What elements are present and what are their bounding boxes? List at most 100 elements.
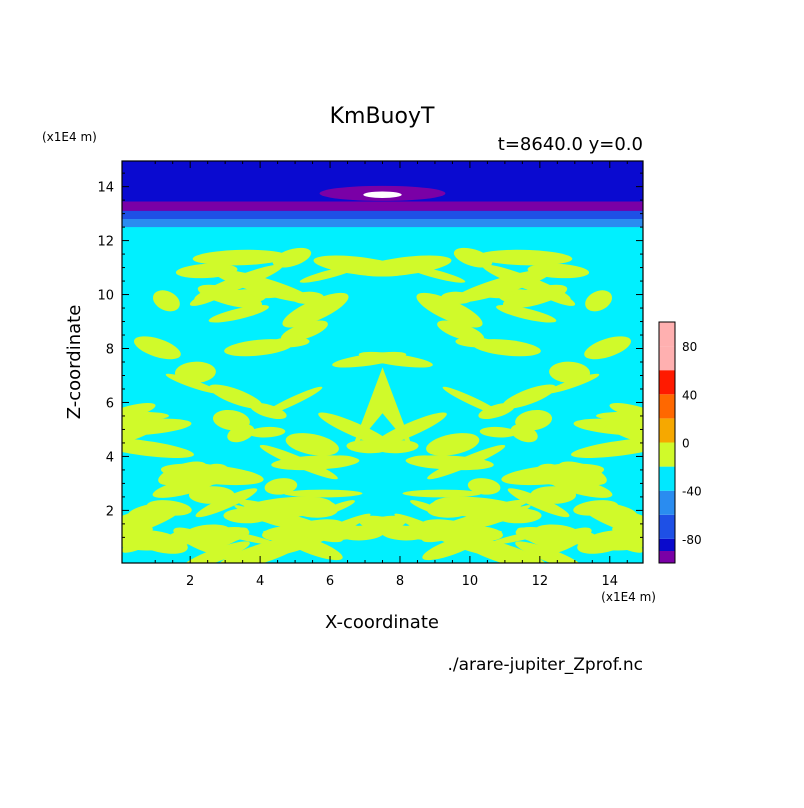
positive-region [264,478,298,495]
positive-region [152,475,219,498]
positive-region [122,411,169,421]
y-axis: 2 4 6 8 10 12 14 [97,172,643,538]
positive-region [216,537,305,563]
positive-region [192,249,288,266]
positive-region [402,489,482,498]
positive-region [299,265,358,283]
positive-region [603,418,643,431]
colorbar-tick-label: 80 [682,340,697,354]
positive-region [152,290,180,312]
positive-region [146,500,192,516]
colorbar-swatch [659,514,675,539]
positive-region [510,424,538,443]
x-axis-title: X-coordinate [325,612,439,633]
positive-region [357,255,452,277]
y-tick-label: 14 [97,181,114,196]
positive-region [122,418,162,431]
y-tick-label: 10 [97,289,114,304]
field-band [122,219,643,228]
positive-region [272,247,312,268]
x-tick-label: 14 [602,574,619,589]
positive-region [314,455,357,468]
positive-region [248,426,286,438]
positive-region [283,489,363,498]
y-tick-label: 2 [106,504,114,519]
positive-region [477,505,522,524]
positive-region [477,249,573,266]
positive-region [204,527,250,543]
positive-region [227,424,255,443]
positive-region [251,288,287,299]
source-file-label: ./arare-jupiter_Zprof.nc [447,655,643,675]
positive-region [282,292,349,328]
x-tick-label: 10 [462,574,479,589]
positive-region [318,412,393,447]
hot-spot [363,191,402,198]
colorbar-swatch [659,394,675,419]
positive-region [596,411,643,421]
positive-region [361,515,407,533]
positive-region [546,373,600,394]
x-axis: 2 4 6 8 10 12 14 [154,161,628,589]
positive-region [571,437,643,458]
positive-region [134,336,181,360]
positive-region [507,488,570,518]
positive-region [426,433,480,456]
positive-region [515,527,561,543]
y-unit-label: (x1E4 m) [42,130,97,144]
x-tick-label: 4 [256,574,264,589]
positive-region [502,384,556,409]
positive-region [573,500,619,516]
positive-region [358,351,433,368]
positive-region [122,402,156,421]
positive-region [416,292,483,328]
positive-region [546,475,613,498]
field-band [122,210,643,221]
positive-region [531,285,576,306]
plot-area [122,161,643,563]
positive-region [479,426,517,438]
positive-region [530,486,577,504]
positive-region [351,367,414,452]
positive-region [189,285,234,306]
positive-region [453,247,493,268]
colorbar-tick-label: -80 [682,533,702,547]
chart-subtitle: t=8640.0 y=0.0 [498,134,643,155]
chart-title: KmBuoyT [330,104,435,129]
positive-region [195,488,258,518]
x-tick-label: 2 [186,574,194,589]
colorbar-swatch [659,538,675,551]
positive-region [612,515,643,534]
field-band [122,201,643,211]
y-tick-label: 12 [97,235,114,250]
positive-region [209,384,263,409]
positive-region [437,320,485,342]
colorbar-tick-label: 40 [682,388,697,402]
x-tick-label: 6 [326,574,334,589]
positive-region [407,265,466,283]
colorbar-tick-label: 0 [682,437,690,451]
positive-region [472,339,541,357]
x-unit-label: (x1E4 m) [601,590,656,604]
y-axis-title: Z-coordinate [64,305,85,420]
y-tick-label: 4 [106,450,114,465]
positive-region [408,455,451,468]
positive-region [208,305,269,323]
x-tick-label: 8 [396,574,404,589]
colorbar-frame [658,321,676,564]
positive-region [165,373,219,394]
positive-region [262,386,323,416]
positive-region [224,339,293,357]
positive-region [609,402,643,421]
colorbar-swatch [659,551,675,563]
positive-region [442,386,503,416]
positive-region [585,290,613,312]
positive-region [188,486,235,504]
positive-region [584,336,631,360]
positive-region [122,515,153,534]
y-tick-label: 8 [106,343,114,358]
x-tick-label: 12 [532,574,549,589]
positive-region [243,505,288,524]
positive-region [122,437,194,458]
colorbar-swatch [659,442,675,467]
